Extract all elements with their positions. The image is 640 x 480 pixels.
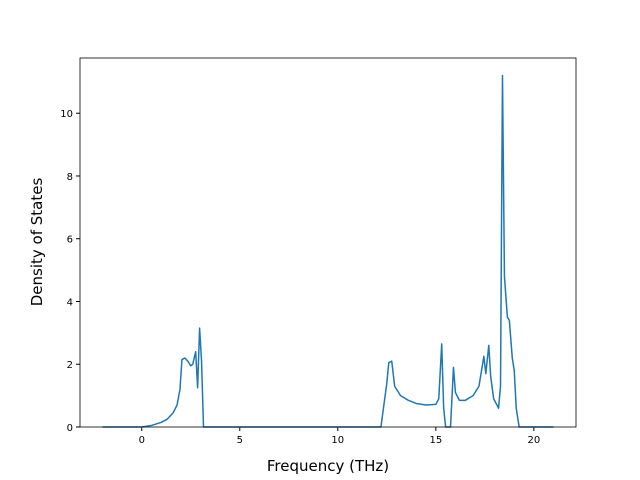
x-tick-label: 5 bbox=[237, 435, 243, 446]
y-tick-label: 4 bbox=[67, 297, 73, 308]
y-tick-label: 2 bbox=[67, 360, 73, 371]
y-tick-label: 0 bbox=[67, 423, 73, 434]
y-axis-label: Density of States bbox=[28, 178, 46, 307]
y-tick-label: 6 bbox=[67, 235, 73, 246]
y-tick-label: 8 bbox=[67, 172, 73, 183]
y-tick-label: 10 bbox=[60, 109, 73, 120]
plot-frame bbox=[79, 57, 577, 428]
x-tick-label: 15 bbox=[429, 435, 442, 446]
x-tick-label: 10 bbox=[331, 435, 344, 446]
x-tick-label: 20 bbox=[527, 435, 540, 446]
data-line bbox=[102, 74, 554, 428]
x-tick-label: 0 bbox=[139, 435, 145, 446]
x-axis-label: Frequency (THz) bbox=[267, 457, 389, 475]
